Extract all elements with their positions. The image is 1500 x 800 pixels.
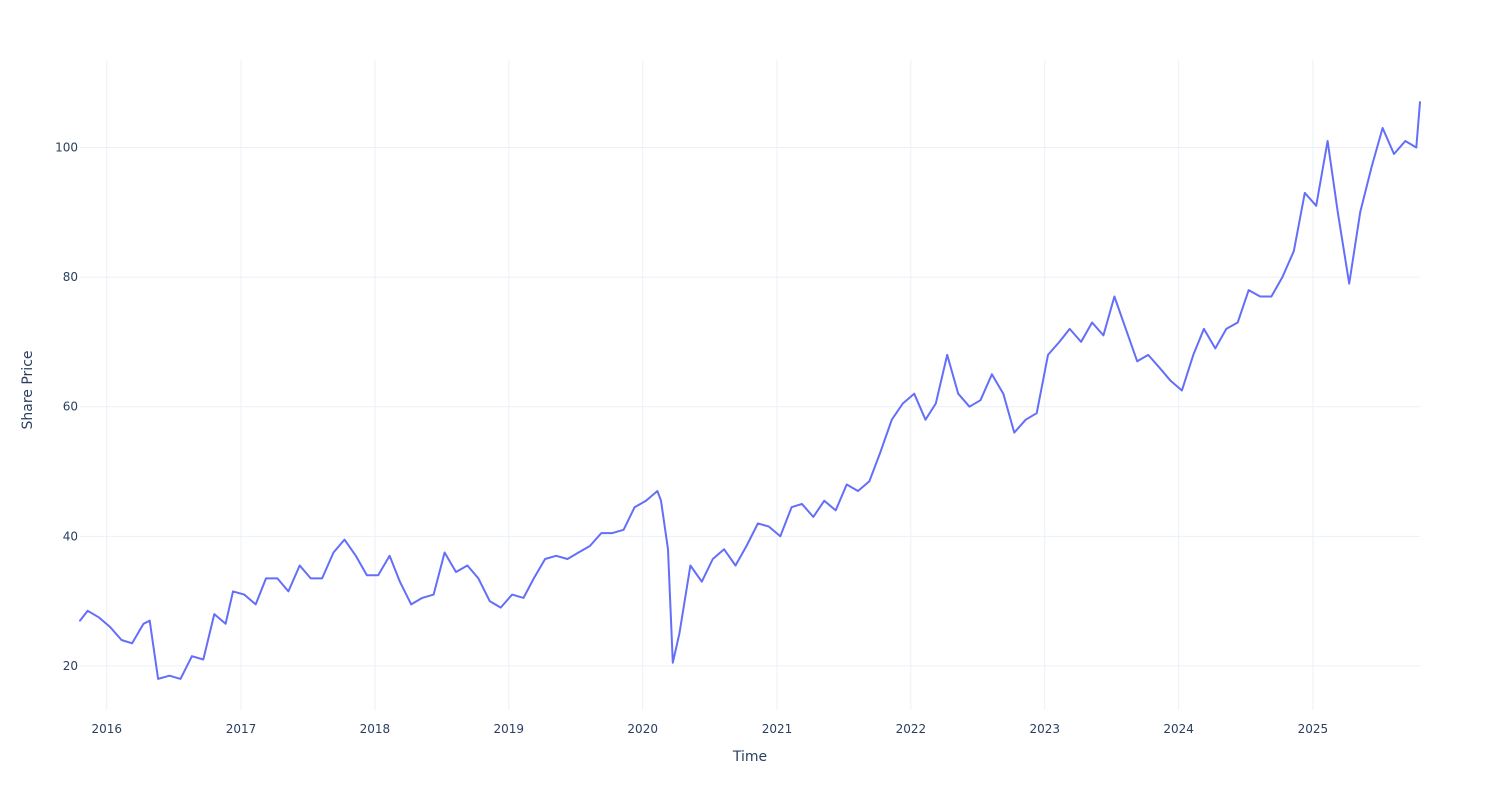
grid — [80, 60, 1420, 710]
x-tick-label: 2022 — [896, 722, 927, 736]
x-tick-label: 2017 — [226, 722, 257, 736]
y-tick-label: 60 — [63, 400, 78, 414]
series-line — [79, 101, 1421, 680]
plot-area — [79, 101, 1421, 680]
y-tick-label: 20 — [63, 659, 78, 673]
x-axis-ticks: 2016 2017 2018 2019 2020 2021 2022 2023 2024 2025 — [92, 722, 1329, 736]
x-axis-title: Time — [732, 749, 767, 765]
x-tick-label: 2023 — [1029, 722, 1060, 736]
x-tick-label: 2018 — [360, 722, 391, 736]
x-tick-label: 2025 — [1298, 722, 1329, 736]
y-tick-label: 80 — [63, 270, 78, 284]
y-axis-title: Share Price — [20, 350, 36, 429]
x-tick-label: 2021 — [762, 722, 793, 736]
y-axis-ticks: 20 40 60 80 100 — [55, 140, 78, 672]
x-tick-label: 2016 — [92, 722, 123, 736]
x-tick-label: 2024 — [1163, 722, 1194, 736]
x-tick-label: 2020 — [627, 722, 658, 736]
x-tick-label: 2019 — [494, 722, 525, 736]
y-tick-label: 40 — [63, 529, 78, 543]
y-tick-label: 100 — [55, 140, 78, 154]
